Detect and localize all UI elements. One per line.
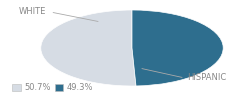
Text: HISPANIC: HISPANIC xyxy=(187,74,227,82)
Wedge shape xyxy=(41,10,136,86)
Text: WHITE: WHITE xyxy=(19,8,47,16)
Wedge shape xyxy=(132,10,223,86)
Legend: 50.7%, 49.3%: 50.7%, 49.3% xyxy=(9,80,96,96)
